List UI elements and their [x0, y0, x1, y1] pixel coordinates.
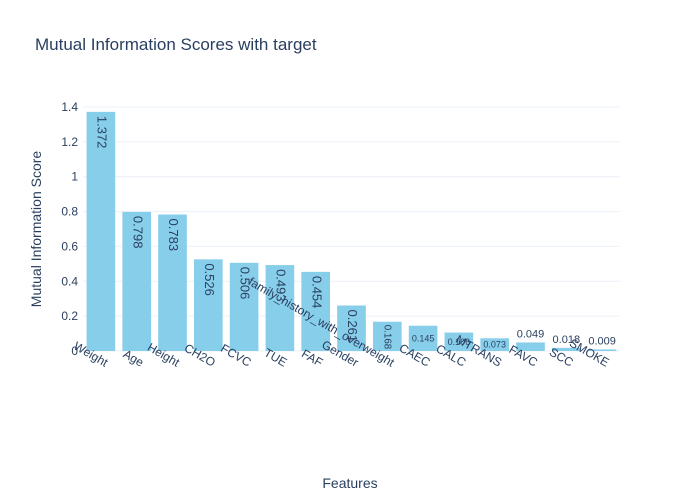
- bar[interactable]: [86, 111, 116, 351]
- x-axis-title: Features: [322, 475, 377, 491]
- bar[interactable]: [516, 342, 545, 351]
- bar[interactable]: [229, 262, 259, 351]
- data-label: 0.506: [238, 267, 253, 300]
- bar[interactable]: [480, 338, 510, 351]
- y-tick-label: 0.2: [61, 309, 78, 323]
- bar-layer: [86, 111, 617, 351]
- data-label: 0.106: [448, 337, 471, 347]
- bar[interactable]: [265, 265, 295, 351]
- chart-title: Mutual Information Scores with target: [35, 35, 317, 54]
- bar[interactable]: [301, 271, 331, 351]
- data-label: 0.145: [412, 333, 435, 343]
- bar[interactable]: [337, 305, 366, 351]
- data-label: 0.073: [483, 340, 506, 350]
- y-tick-label: 0.6: [61, 239, 78, 253]
- bar[interactable]: [158, 214, 187, 351]
- data-label: 0.454: [309, 276, 324, 309]
- data-label: 0.009: [588, 335, 616, 347]
- data-label: 0.798: [130, 216, 145, 249]
- y-tick-label: 0.4: [61, 274, 78, 288]
- bar[interactable]: [444, 332, 474, 351]
- data-label: 0.049: [517, 328, 545, 340]
- y-tick-label: 1.2: [61, 135, 78, 149]
- data-label: 0.783: [166, 219, 181, 252]
- bar[interactable]: [551, 347, 581, 351]
- y-axis-title: Mutual Information Score: [28, 151, 44, 308]
- y-tick-label: 1.4: [61, 100, 78, 114]
- data-label: 1.372: [94, 116, 109, 149]
- bar[interactable]: [122, 211, 152, 351]
- data-label: 0.493: [273, 269, 288, 302]
- data-label-layer: 1.372 0.798 0.783 0.526 0.506 0.493 0.454 0.261…: [94, 116, 615, 350]
- bar[interactable]: [587, 349, 617, 351]
- data-label: 0.018: [553, 334, 581, 346]
- data-label: 0.526: [202, 263, 217, 296]
- y-tick-layer: 0 0.2 0.4 0.6 0.8 1 1.2 1.4: [61, 100, 78, 358]
- bar[interactable]: [193, 259, 223, 351]
- y-tick-label: 0: [71, 344, 78, 358]
- y-tick-label: 1: [71, 170, 78, 184]
- data-label: 0.261: [345, 310, 360, 343]
- data-label: 0.168: [382, 325, 393, 350]
- y-tick-label: 0.8: [61, 205, 78, 219]
- bar[interactable]: [408, 325, 438, 351]
- bar[interactable]: [372, 321, 402, 351]
